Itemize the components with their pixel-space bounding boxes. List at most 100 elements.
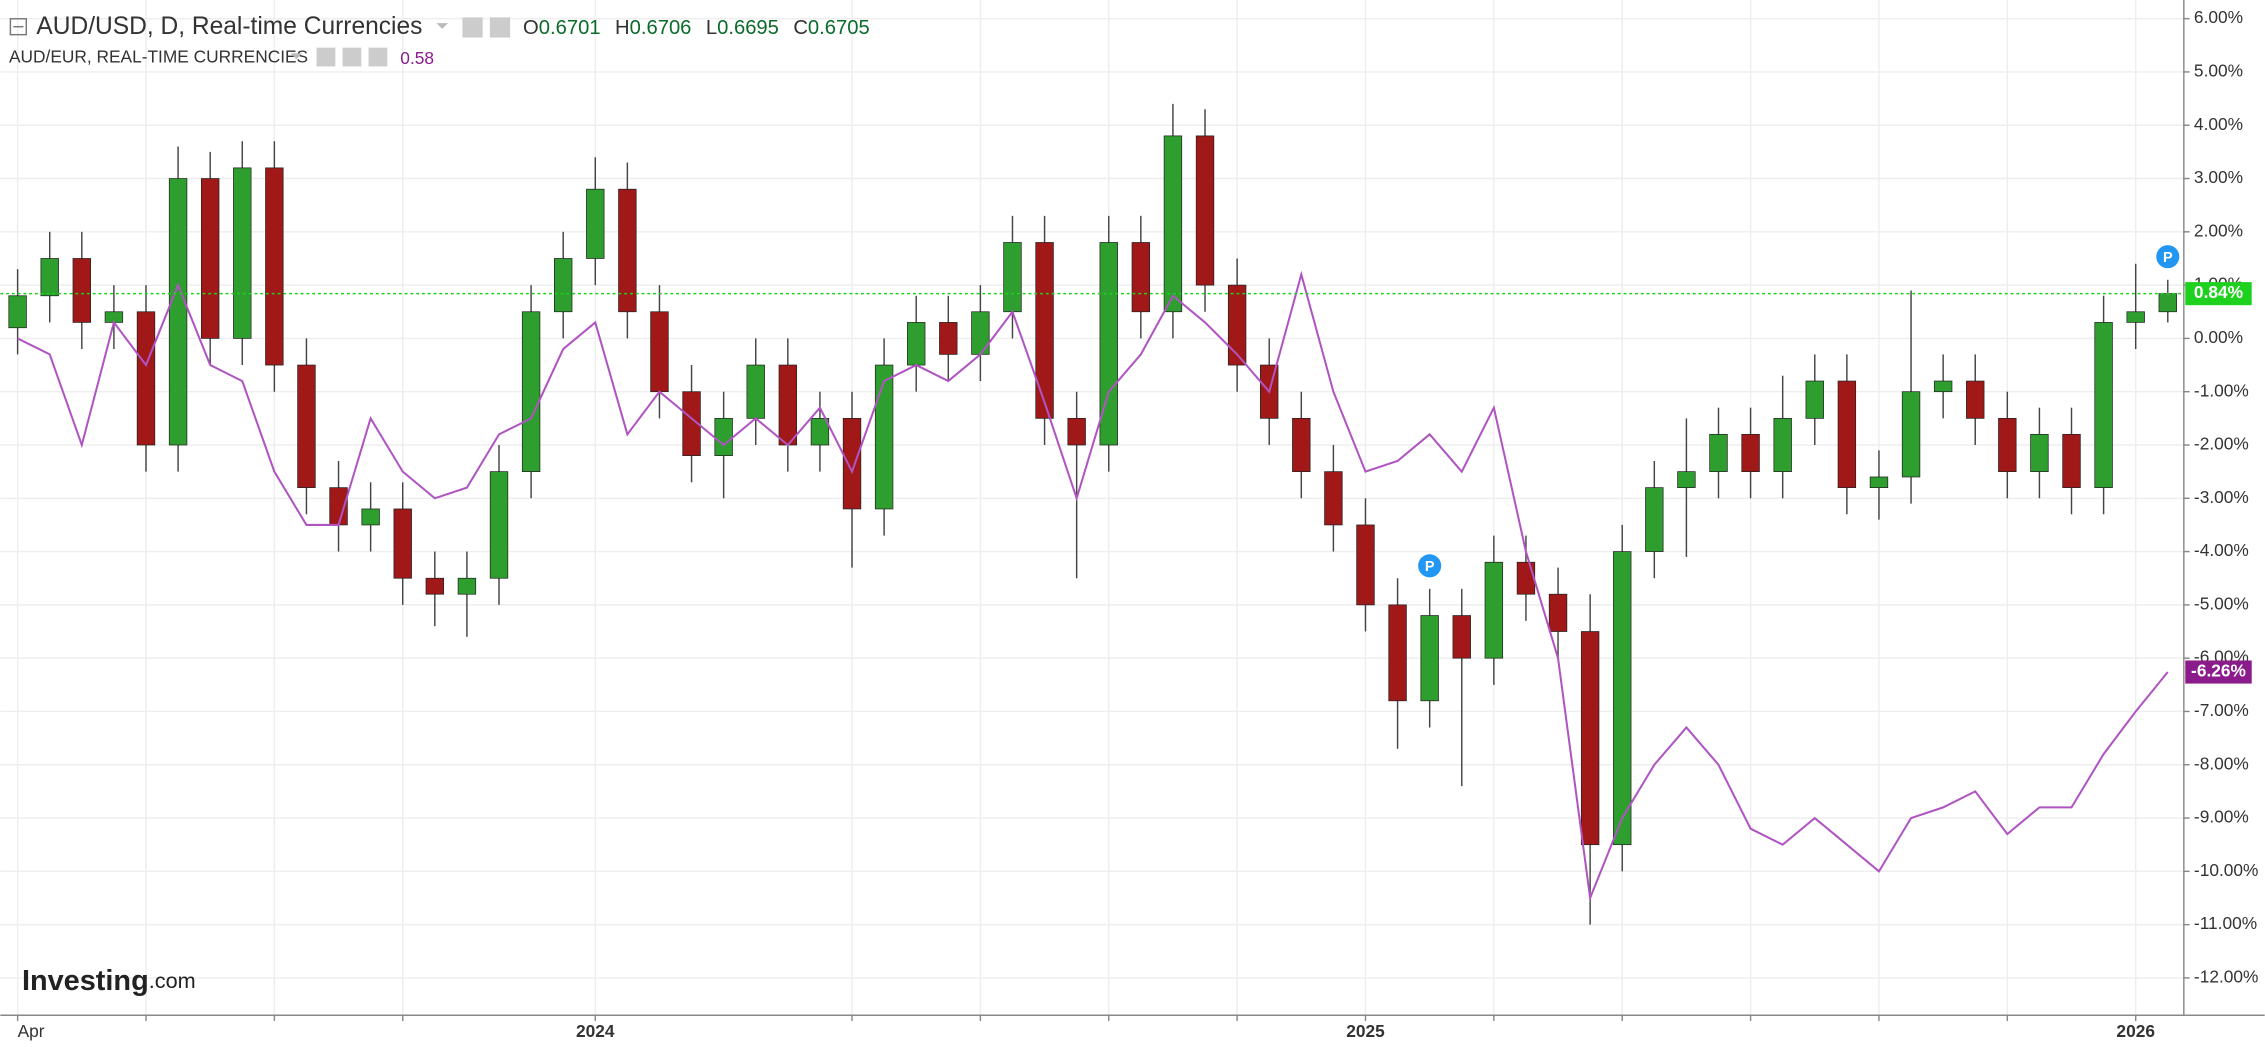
y-tick-label: -12.00% [2194,967,2258,987]
candle-body [200,178,220,339]
y-tick-label: -9.00% [2194,807,2249,827]
candle-body [1773,417,1792,473]
ohlc-value: 0.6706 [630,17,692,39]
indicator-name: AUD/EUR, REAL-TIME CURRENCIES [9,46,308,66]
candle-body [1227,284,1247,366]
y-tick-label: 6.00% [2194,7,2243,27]
candle-body [2062,433,2081,488]
logo-name: Investing [22,965,149,997]
ohlc-value: 0.6705 [808,17,870,39]
line-series [17,270,2169,902]
candle-body [554,258,573,313]
candle-body [8,295,27,329]
y-tick-label: -5.00% [2194,593,2249,613]
candle-body [971,311,990,355]
candle-body [874,364,894,510]
x-tick-label: 2024 [576,1021,615,1041]
candle-body [1292,417,1311,473]
candle-body [1837,380,1857,488]
candle-body [1516,561,1536,595]
candle-body [1869,476,1889,488]
candle-body [40,258,59,297]
axes: 6.00%5.00%4.00%3.00%2.00%1.00%0.00%-1.00… [16,7,2258,1041]
candle-body [168,178,188,446]
candle-body [1067,417,1086,446]
candle-body [1452,615,1471,659]
visibility-icon[interactable] [316,47,336,67]
y-tick-label: -1.00% [2194,380,2249,400]
candle-body [1998,417,2017,473]
price-label: -6.26% [2191,661,2246,681]
candle-body [1805,380,1824,419]
logo-suffix: .com [149,968,196,993]
candle-body [1709,433,1728,473]
candle-body [233,167,252,339]
y-tick-label: -10.00% [2194,860,2258,880]
candle-body [393,508,412,579]
ohlc-name: H [615,17,630,39]
candle-body [489,471,509,579]
collapse-icon[interactable] [9,18,28,36]
candle-body [1324,471,1343,526]
y-tick-label: -2.00% [2194,434,2249,454]
candle-body [1677,471,1696,488]
settings-icon[interactable] [342,47,362,67]
plot: PP [0,103,2184,925]
marker [2156,245,2180,269]
candle-body [1131,242,1151,313]
candle-body [1195,135,1215,286]
ohlc-readout: O0.6701 H0.6706 L0.6695 C0.6705 [523,17,870,39]
candle-body [2158,293,2177,313]
candle-body [265,167,284,366]
candle-body [1035,242,1054,419]
candle-body [842,417,862,510]
candle-body [361,508,380,526]
price-label-box [2185,660,2252,684]
y-tick-label: -11.00% [2194,913,2257,933]
candle-body [2126,311,2145,323]
y-tick-label: 2.00% [2194,220,2243,240]
ohlc-value: 0.6701 [539,17,601,39]
ohlc-name: L [706,17,717,39]
remove-icon[interactable] [368,47,388,67]
grid [0,0,2184,1016]
y-tick-label: 3.00% [2194,167,2243,187]
candle-body [1966,380,1985,419]
candle-body [1548,593,1568,632]
candle-body [778,364,798,446]
candle-body [2030,433,2049,473]
candle-body [1388,604,1407,702]
candle-body [521,311,541,473]
candle-body [1741,433,1760,473]
y-tick-label: -3.00% [2194,487,2249,507]
marker-label: P [1425,559,1435,575]
marker-label: P [2163,250,2173,266]
candle-body [1901,391,1921,478]
x-tick-label: Apr [18,1021,45,1041]
dropdown-icon[interactable] [436,23,448,29]
candle-body [1580,631,1600,846]
candle-body [1420,615,1439,702]
candle-body [586,188,605,259]
candle-body [1484,561,1504,659]
visibility-icon[interactable] [462,17,483,38]
chart-title: AUD/USD, D, Real-time Currencies [36,13,422,40]
ohlc-value: 0.6695 [717,17,779,39]
logo: Investing.com [22,965,196,997]
marker [1418,554,1442,578]
candle-body [136,311,156,446]
y-tick-label: 0.00% [2194,327,2243,347]
candle-body [714,417,733,457]
candle-body [618,188,637,313]
y-tick-label: -8.00% [2194,753,2249,773]
dropdown-icon[interactable] [290,53,303,60]
price-label: 0.84% [2194,282,2243,302]
candle-body [810,417,830,446]
candle-body [457,577,477,595]
settings-icon[interactable] [489,17,511,38]
candle-body [2094,322,2113,488]
y-tick-label: 4.00% [2194,114,2243,134]
y-tick-label: 5.00% [2194,61,2243,81]
